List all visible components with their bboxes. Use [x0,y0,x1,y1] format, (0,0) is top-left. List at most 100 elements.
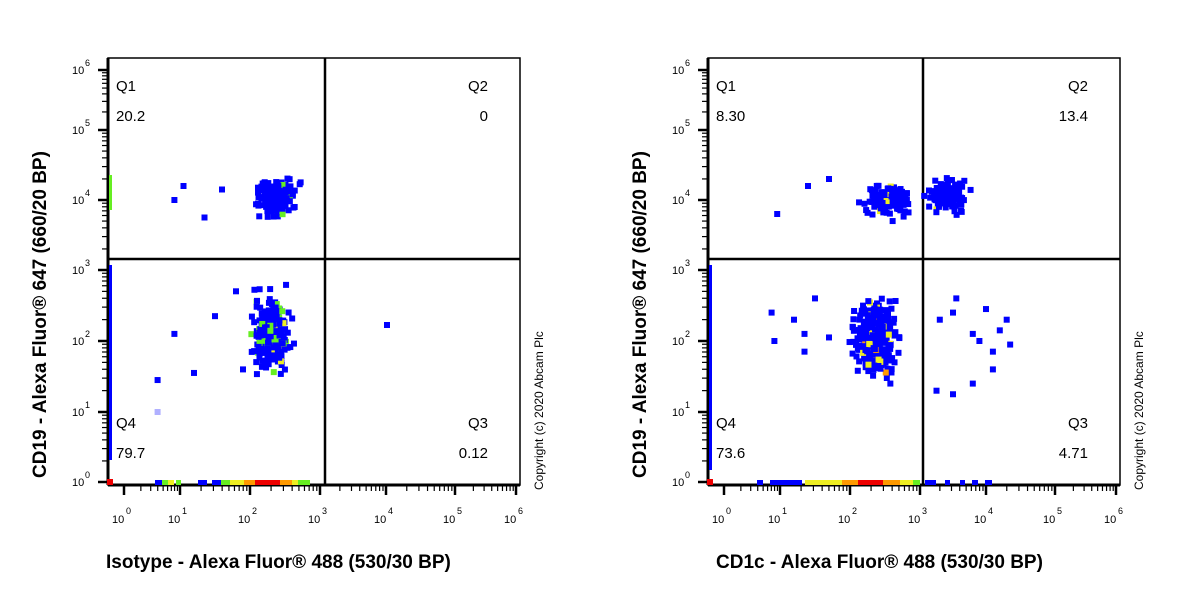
event-dot [871,302,878,309]
event-dot [891,315,898,322]
x-tick-exponent: 5 [457,506,462,516]
event-dot [864,314,871,321]
x-tick-label: 10 [838,514,850,526]
y-tick-label: 10 [72,477,84,489]
event-dot [856,316,863,323]
event-dot [885,314,892,321]
event-dot [268,300,275,307]
event-dot [903,196,910,203]
x-axis-label: Isotype - Alexa Fluor® 488 (530/30 BP) [106,552,451,573]
event-dot [259,320,266,327]
event-dot [857,312,864,319]
x-tick-label: 10 [1043,514,1055,526]
event-dot [201,214,208,221]
x-tick-label: 10 [374,514,386,526]
copyright-notice: Copyright (c) 2020 Abcam Plc [1132,331,1146,490]
event-dot [270,213,277,220]
event-dot [953,211,960,218]
event-dot [862,347,869,354]
event-dot [266,317,273,324]
event-dot [880,209,887,216]
event-dot [270,191,277,198]
event-dot [943,175,950,182]
y-tick-exponent: 6 [685,58,690,68]
event-dot [888,193,895,200]
y-tick-exponent: 2 [685,329,690,339]
x-tick-exponent: 3 [922,506,927,516]
y-tick-label: 10 [72,407,84,419]
event-dot [261,314,268,321]
event-dot [946,197,953,204]
y-tick-exponent: 0 [85,470,90,480]
event-dot [941,188,948,195]
event-dot [261,361,268,368]
event-dot [865,361,872,368]
event-dot [958,208,965,215]
event-dot [889,186,896,193]
q2-name: Q2 [1067,78,1088,95]
event-dot [856,358,863,365]
x-tick-label: 10 [504,514,516,526]
event-dot [854,345,861,352]
event-dot [259,337,266,344]
event-dot [254,297,261,304]
event-dot [270,196,277,203]
event-dot [950,190,957,197]
event-dot [272,338,279,345]
event-dot [872,306,879,313]
event-dot [891,359,898,366]
event-dot [280,334,287,341]
event-dot [801,348,808,355]
event-dot [248,313,255,320]
event-dot [867,186,874,193]
q4-name: Q4 [716,415,737,432]
event-dot [281,190,288,197]
event-dot [950,193,957,200]
event-dot [897,207,904,214]
event-dot [768,309,775,316]
event-dot [935,198,942,205]
event-dot [707,479,713,485]
event-dot [276,326,283,333]
event-dot [868,336,875,343]
event-dot [864,209,871,216]
y-tick-label: 10 [72,195,84,207]
event-dot [265,339,272,346]
axis-density-band [925,480,936,485]
event-dot [248,331,255,338]
event-dot [865,298,872,305]
axis-density-band [757,480,763,485]
event-dot [275,185,282,192]
event-dot [866,354,873,361]
event-dot [870,372,877,379]
event-dot [279,308,286,315]
event-dot [240,366,246,373]
event-dot [291,187,298,194]
x-tick-label: 10 [112,514,124,526]
event-dot [284,175,291,182]
axis-density-band [858,480,883,485]
event-dot [860,302,867,309]
event-dot [882,369,889,376]
event-dot [267,190,274,197]
event-dot [279,340,286,347]
event-dot [271,309,278,316]
event-dot [872,200,879,207]
axis-density-band [985,480,992,485]
event-dot [259,347,266,354]
event-dot [862,310,869,317]
event-dot [858,307,865,314]
event-dot [969,330,976,337]
event-dot [944,180,951,187]
event-dot [291,203,298,210]
axis-density-band [168,480,174,485]
event-dot [265,336,272,343]
y-tick-label: 10 [672,265,684,277]
event-dot [276,193,283,200]
event-dot [889,190,896,197]
event-dot [260,310,267,317]
event-dot [262,182,269,189]
axis-density-band [900,480,913,485]
event-dot [279,205,286,212]
event-dot [256,350,263,357]
